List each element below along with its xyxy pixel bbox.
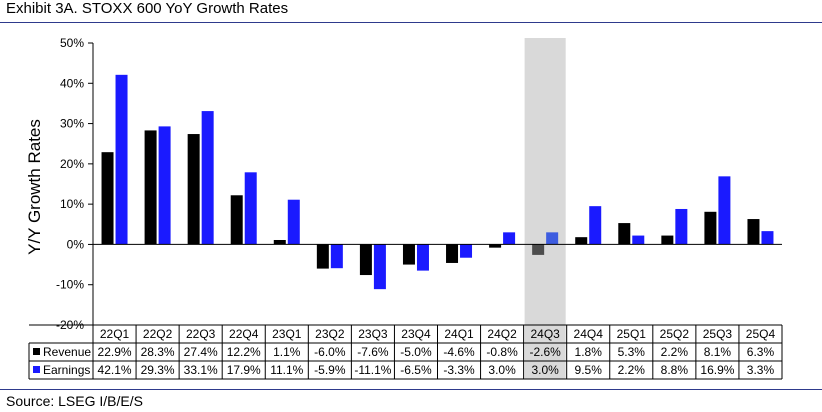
y-tick-label: 50% [60,36,84,50]
category-label: 22Q1 [100,327,130,341]
revenue-row-label: Revenue [43,345,91,359]
earnings-bar [201,111,214,245]
revenue-value-label: -0.8% [486,345,518,359]
revenue-legend-key [33,348,40,355]
revenue-value-label: 8.1% [704,345,732,359]
revenue-bar [359,244,372,276]
source-rule [0,389,822,390]
revenue-value-label: -2.6% [529,345,561,359]
revenue-bar [187,134,200,245]
earnings-value-label: 17.9% [227,363,261,377]
earnings-value-label: 16.9% [700,363,734,377]
revenue-value-label: 12.2% [227,345,261,359]
earnings-bar [244,172,257,245]
y-tick-label: 20% [60,157,84,171]
y-tick-label: 40% [60,76,84,90]
source-note: Source: LSEG I/B/E/S [6,393,143,409]
revenue-value-label: 22.9% [98,345,132,359]
earnings-bar [330,244,343,269]
earnings-value-label: -6.5% [400,363,432,377]
revenue-value-label: 28.3% [141,345,175,359]
earnings-value-label: 3.3% [747,363,775,377]
revenue-bar [532,244,545,255]
revenue-value-label: -4.6% [443,345,475,359]
earnings-value-label: 2.2% [618,363,646,377]
category-label: 24Q1 [444,327,474,341]
revenue-value-label: 1.1% [273,345,301,359]
category-label: 22Q4 [229,327,259,341]
y-axis-title: Y/Y Growth Rates [25,119,44,255]
category-label: 23Q3 [358,327,388,341]
category-label: 25Q1 [617,327,647,341]
revenue-value-label: 6.3% [747,345,775,359]
category-label: 24Q3 [530,327,560,341]
earnings-value-label: 11.1% [270,363,303,377]
category-label: 25Q4 [746,327,776,341]
revenue-value-label: 5.3% [618,345,646,359]
earnings-row-label: Earnings [43,363,90,377]
category-label: 22Q3 [186,327,216,341]
exhibit-title: Exhibit 3A. STOXX 600 YoY Growth Rates [6,0,289,17]
earnings-value-label: 3.0% [531,363,559,377]
revenue-bar [661,235,674,245]
earnings-bar [373,244,386,290]
growth-rate-chart: 50%40%30%20%10%0%-10%-20%Y/Y Growth Rate… [25,36,783,380]
revenue-bar [489,244,502,248]
y-tick-label: 30% [60,117,84,131]
category-label: 25Q2 [660,327,690,341]
earnings-bar [115,74,128,245]
revenue-value-label: 1.8% [575,345,603,359]
earnings-value-label: 8.8% [661,363,689,377]
revenue-bar [101,152,114,245]
category-label: 24Q4 [574,327,604,341]
revenue-value-label: -7.6% [357,345,389,359]
earnings-bar [546,232,559,245]
revenue-value-label: -6.0% [314,345,346,359]
earnings-value-label: 33.1% [184,363,218,377]
y-tick-label: 0% [67,237,85,251]
revenue-bar [230,195,243,245]
earnings-bar [460,244,473,258]
category-label: 22Q2 [143,327,173,341]
revenue-bar [575,237,588,245]
earnings-value-label: -5.9% [314,363,346,377]
earnings-value-label: 42.1% [98,363,132,377]
revenue-value-label: 2.2% [661,345,689,359]
earnings-value-label: -3.3% [443,363,475,377]
category-label: 23Q4 [401,327,431,341]
y-tick-label: 10% [60,197,84,211]
category-label: 23Q1 [272,327,302,341]
earnings-bar [675,208,688,245]
revenue-bar [446,244,459,263]
highlight-band [524,38,566,379]
earnings-value-label: 9.5% [575,363,603,377]
earnings-bar [761,231,774,245]
revenue-value-label: -5.0% [400,345,432,359]
category-label: 25Q3 [703,327,733,341]
category-label: 24Q2 [487,327,517,341]
title-rule [0,22,822,23]
earnings-value-label: -11.1% [354,363,391,377]
revenue-value-label: 27.4% [184,345,218,359]
category-label: 23Q2 [315,327,345,341]
revenue-bar [273,239,286,245]
y-tick-label: -10% [56,278,84,292]
earnings-bar [503,232,516,245]
revenue-bar [402,244,415,265]
revenue-bar [144,130,157,245]
earnings-bar [287,199,300,245]
earnings-legend-key [33,366,40,373]
earnings-bar [158,126,171,245]
earnings-bar [416,244,429,271]
earnings-bar [589,206,602,245]
earnings-value-label: 29.3% [141,363,175,377]
earnings-value-label: 3.0% [488,363,516,377]
revenue-bar [618,223,631,245]
earnings-bar [632,235,645,245]
earnings-bar [718,176,731,245]
revenue-bar [704,211,717,245]
revenue-bar [316,244,329,269]
revenue-bar [747,219,760,245]
